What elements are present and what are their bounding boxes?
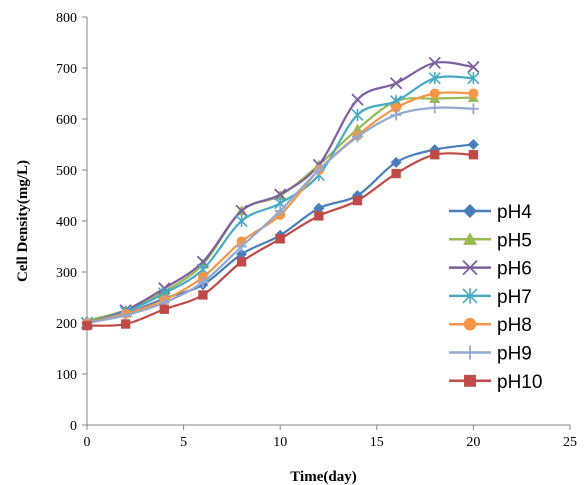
data-point-ph8 xyxy=(429,88,440,99)
data-point-ph10 xyxy=(120,319,131,329)
y-tick-label: 600 xyxy=(56,113,77,128)
data-point-ph9 xyxy=(313,164,325,176)
series-ph4 xyxy=(81,139,479,329)
data-point-ph10 xyxy=(352,195,363,206)
data-point-ph4 xyxy=(467,139,479,150)
legend-marker-ph6 xyxy=(462,259,478,276)
data-point-ph6 xyxy=(351,93,364,106)
data-point-ph10 xyxy=(275,234,285,244)
data-point-ph9 xyxy=(390,109,402,121)
data-point-ph4 xyxy=(236,248,248,260)
data-point-ph7 xyxy=(351,108,364,121)
series-ph7 xyxy=(80,72,480,330)
data-point-ph9 xyxy=(467,103,479,115)
x-tick-label: 20 xyxy=(466,435,480,450)
y-tick-label: 400 xyxy=(56,215,77,230)
legend-item-ph6: pH6 xyxy=(449,259,532,280)
legend-marker-ph8 xyxy=(463,317,477,331)
data-point-ph7 xyxy=(235,214,248,228)
data-point-ph10 xyxy=(391,168,401,179)
data-point-ph10 xyxy=(159,304,169,314)
legend-marker-ph4 xyxy=(463,204,477,218)
data-point-ph9 xyxy=(236,241,248,252)
data-point-ph9 xyxy=(429,102,441,114)
data-point-ph10 xyxy=(430,150,440,160)
x-tick-label: 5 xyxy=(180,435,187,450)
legend-label-ph10: pH10 xyxy=(497,372,542,393)
data-point-ph10 xyxy=(236,257,247,267)
x-tick-label: 15 xyxy=(370,435,384,450)
data-point-ph5 xyxy=(351,123,363,134)
chart-legend: pH4 pH5 pH6 pH7 pH8 pH9 pH10 xyxy=(449,202,542,393)
data-point-ph4 xyxy=(390,156,402,168)
data-point-ph6 xyxy=(467,60,480,74)
x-tick-label: 10 xyxy=(273,435,287,450)
data-point-ph8 xyxy=(391,102,402,113)
legend-label-ph7: pH7 xyxy=(497,287,532,308)
data-point-ph9 xyxy=(197,276,209,288)
legend-item-ph4: pH4 xyxy=(449,202,532,223)
legend-item-ph10: pH10 xyxy=(449,372,542,393)
x-tick-label: 0 xyxy=(84,435,91,450)
data-point-ph10 xyxy=(314,211,324,221)
data-point-ph9 xyxy=(351,131,363,143)
legend-label-ph4: pH4 xyxy=(497,202,532,223)
legend-marker-ph10 xyxy=(464,374,476,387)
x-tick-label: 25 xyxy=(563,435,577,450)
y-tick-label: 0 xyxy=(70,419,77,434)
chart-axes: 0 100 200 300 400 500 600 700 800 0 5 10 15 20 25 xyxy=(56,11,577,450)
legend-item-ph5: pH5 xyxy=(449,230,532,251)
y-tick-label: 500 xyxy=(56,164,77,179)
legend-item-ph7: pH7 xyxy=(449,287,532,308)
data-point-ph6 xyxy=(389,77,403,90)
x-axis-title: Time(day) xyxy=(290,469,356,485)
legend-label-ph8: pH8 xyxy=(497,315,532,336)
chart-series xyxy=(80,56,480,331)
legend-label-ph6: pH6 xyxy=(497,259,532,280)
series-ph9 xyxy=(81,102,479,329)
data-point-ph9 xyxy=(274,205,286,217)
data-point-ph4 xyxy=(313,202,325,214)
data-point-ph7 xyxy=(428,72,441,85)
data-point-ph6 xyxy=(428,56,441,70)
series-ph10 xyxy=(82,150,479,331)
y-tick-label: 100 xyxy=(56,368,77,383)
data-point-ph6 xyxy=(274,188,287,201)
data-point-ph10 xyxy=(468,150,479,160)
data-point-ph9 xyxy=(120,309,132,321)
legend-label-ph9: pH9 xyxy=(497,344,532,365)
data-point-ph7 xyxy=(467,72,480,85)
y-tick-label: 800 xyxy=(56,11,77,26)
y-tick-label: 300 xyxy=(56,266,77,281)
legend-marker-ph5 xyxy=(463,232,477,245)
legend-label-ph5: pH5 xyxy=(497,230,532,251)
legend-marker-ph7 xyxy=(462,288,478,304)
legend-item-ph9: pH9 xyxy=(449,344,532,365)
data-point-ph6 xyxy=(235,204,248,217)
legend-marker-ph9 xyxy=(463,345,477,360)
data-point-ph8 xyxy=(468,88,479,99)
y-axis-title: Cell Density(mg/L) xyxy=(15,160,31,282)
y-tick-label: 200 xyxy=(56,317,77,332)
y-tick-label: 700 xyxy=(56,62,77,77)
data-point-ph10 xyxy=(198,290,208,300)
legend-item-ph8: pH8 xyxy=(449,315,532,336)
data-point-ph10 xyxy=(82,320,92,331)
